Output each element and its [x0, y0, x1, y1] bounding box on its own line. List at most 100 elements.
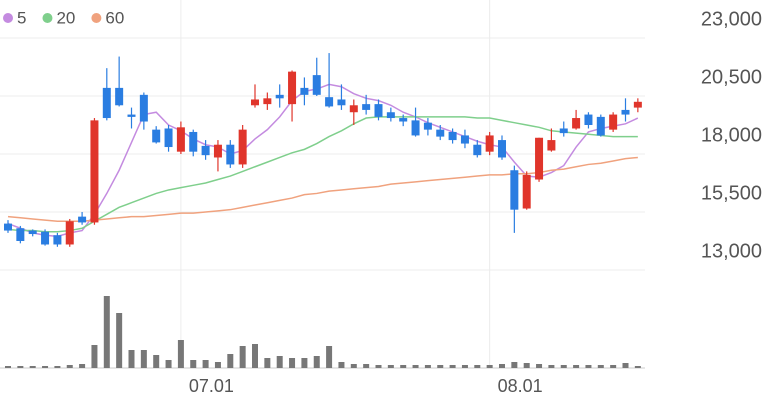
candle-body: [152, 129, 161, 143]
volume-bar: [5, 366, 11, 368]
candle-body: [238, 129, 247, 165]
volume-bar: [301, 358, 308, 368]
candle-body: [498, 140, 506, 158]
candle-body: [559, 128, 568, 134]
ma-line: [7, 116, 638, 233]
candle-body: [263, 98, 272, 105]
candle-body: [609, 114, 618, 130]
y-tick-label: 15,500: [701, 182, 762, 204]
candle-body: [460, 135, 469, 144]
candle-body: [139, 94, 148, 122]
candle-body: [213, 144, 222, 158]
volume-bar: [499, 364, 505, 368]
candle-body: [485, 135, 494, 152]
candle-body: [300, 87, 309, 95]
candle-body: [547, 140, 556, 151]
candle-body: [436, 129, 445, 137]
y-tick-label: 13,000: [701, 240, 762, 262]
volume-bar: [128, 350, 135, 368]
y-tick-label: 23,000: [701, 8, 762, 30]
volume-bar: [29, 366, 36, 368]
volume-bar: [338, 362, 345, 368]
candle-body: [312, 75, 321, 95]
volume-bar: [474, 365, 481, 368]
legend-label: 5: [17, 8, 26, 27]
volume-bar: [326, 346, 333, 368]
volume-bar: [103, 296, 110, 368]
volume-bar: [400, 365, 407, 368]
volume-bar: [54, 366, 61, 368]
volume-bar: [17, 366, 24, 368]
candle-body: [423, 122, 432, 130]
candle-body: [584, 114, 593, 125]
volume-bar: [239, 346, 246, 368]
volume-bar: [622, 363, 629, 368]
volume-bar: [560, 365, 567, 368]
volume-bar: [610, 365, 617, 368]
ma-line: [7, 156, 638, 223]
candle-body: [4, 223, 12, 231]
candle-body: [535, 137, 544, 180]
candle-body: [362, 104, 371, 110]
candle-body: [65, 221, 74, 245]
legend-marker: [42, 13, 53, 23]
candle-body: [41, 231, 50, 245]
candle-body: [90, 120, 99, 223]
volume-bar: [177, 340, 184, 368]
candle-body: [572, 118, 581, 129]
legend-marker: [91, 13, 102, 23]
volume-bar: [264, 358, 271, 368]
candle-body: [288, 71, 297, 105]
legend-label: 20: [56, 8, 75, 27]
candle-body: [127, 114, 136, 117]
candle-body: [448, 131, 457, 141]
candle-body: [621, 109, 630, 115]
x-tick-label: 07.01: [189, 376, 234, 396]
volume-bar: [585, 365, 592, 368]
volume-bar: [153, 355, 160, 368]
candle-body: [596, 116, 605, 136]
volume-bar: [548, 365, 555, 368]
volume-bar: [202, 360, 209, 368]
volume-bar: [66, 365, 73, 368]
ma-line: [7, 83, 639, 238]
candle-body: [115, 87, 124, 106]
candle-body: [374, 104, 383, 117]
candle-body: [349, 105, 358, 113]
candle-body: [386, 112, 395, 119]
volume-bar: [461, 365, 468, 368]
y-tick-label: 20,500: [701, 66, 762, 88]
candle-body: [411, 120, 420, 136]
candle-body: [251, 99, 259, 106]
candle-body: [189, 131, 198, 152]
volume-bar: [140, 350, 147, 368]
legend-marker: [3, 13, 13, 23]
volume-bar: [523, 363, 530, 368]
volume-bar: [214, 362, 221, 368]
volume-bar: [276, 356, 283, 368]
candle-body: [78, 216, 87, 223]
candle-body: [16, 228, 25, 241]
volume-bar: [42, 366, 49, 368]
candle-body: [275, 94, 284, 99]
volume-bar: [412, 365, 419, 368]
candle-body: [522, 174, 531, 209]
candle-body: [176, 127, 185, 152]
candle-body: [226, 144, 235, 165]
volume-bar: [597, 365, 604, 368]
candle-body: [337, 99, 346, 106]
volume-bar: [536, 364, 543, 368]
volume-bar: [190, 360, 197, 368]
legend-label: 60: [105, 8, 124, 27]
candle-body: [510, 170, 519, 210]
volume-bar: [116, 313, 123, 368]
candle-body: [633, 101, 642, 108]
volume-bar: [387, 365, 394, 368]
candle-body: [399, 118, 408, 122]
candle-body: [28, 230, 37, 235]
volume-bar: [252, 344, 258, 368]
volume-bar: [313, 356, 320, 368]
volume-bar: [289, 358, 296, 368]
